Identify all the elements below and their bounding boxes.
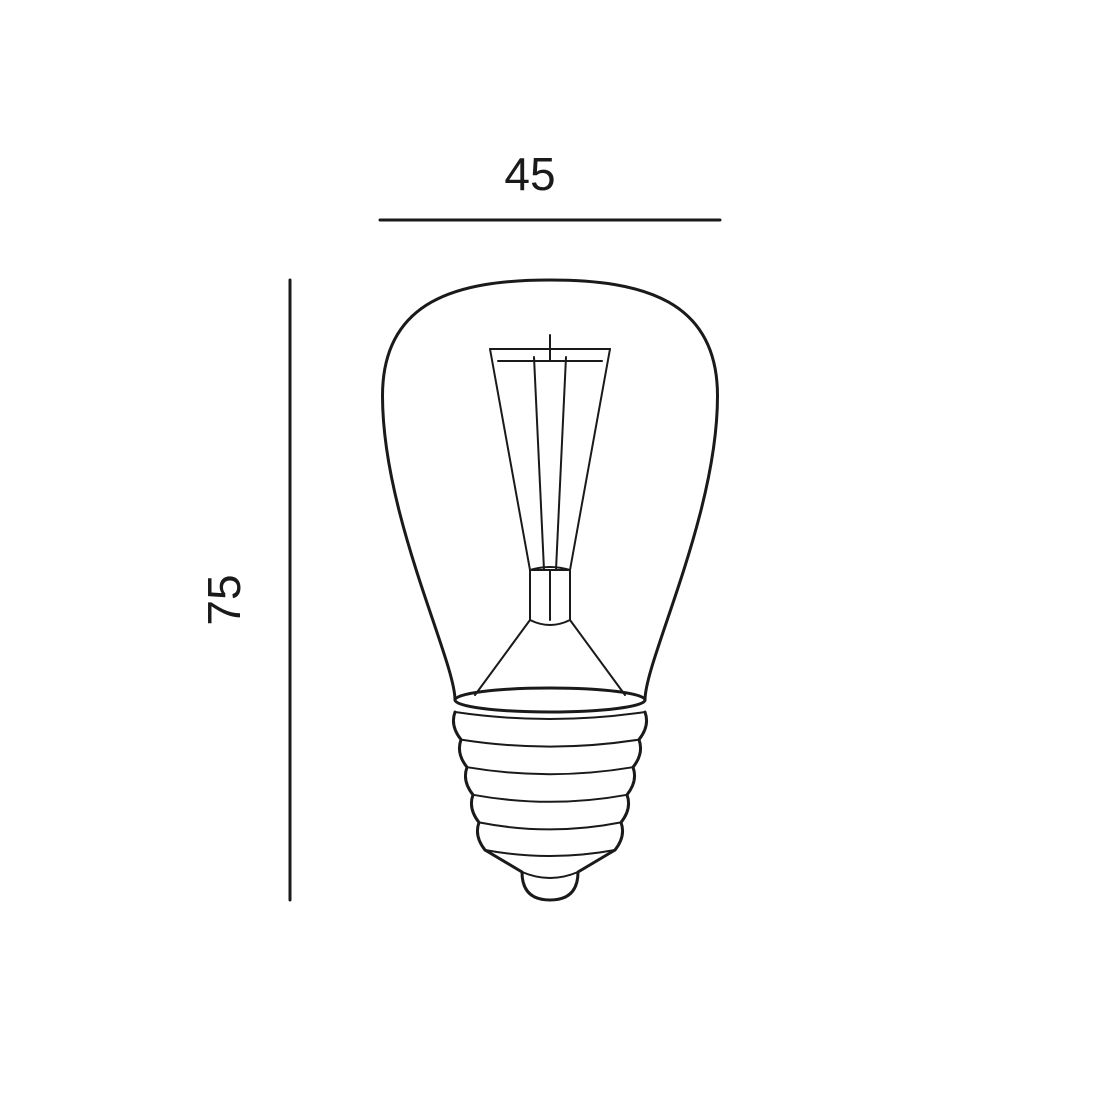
width-dimension-text: 45 <box>504 148 555 200</box>
height-dimension-text: 75 <box>198 574 250 625</box>
